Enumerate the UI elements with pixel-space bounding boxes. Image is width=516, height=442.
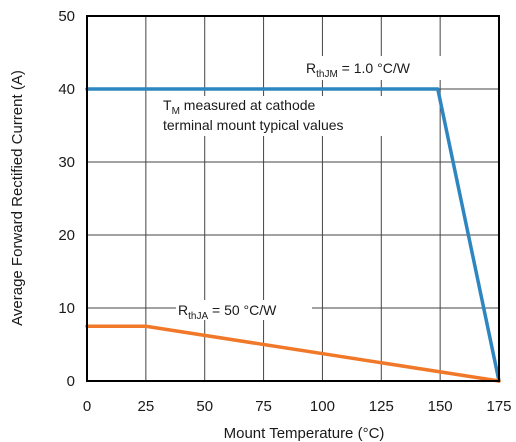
y-tick-label: 0 [67, 373, 75, 390]
x-tick-label: 175 [486, 398, 511, 415]
x-tick-label: 25 [138, 398, 155, 415]
y-tick-label: 40 [58, 81, 75, 98]
y-tick-label: 10 [58, 300, 75, 317]
x-tick-label: 150 [428, 398, 453, 415]
x-tick-label: 100 [310, 398, 335, 415]
x-tick-label: 75 [255, 398, 272, 415]
x-tick-label: 0 [83, 398, 91, 415]
x-tick-label: 50 [196, 398, 213, 415]
x-tick-label: 125 [369, 398, 394, 415]
y-tick-labels: 0 10 20 30 40 50 [58, 8, 75, 390]
x-tick-labels: 0 25 50 75 100 125 150 175 [83, 398, 512, 415]
y-axis-label: Average Forward Rectified Current (A) [9, 70, 26, 326]
y-tick-label: 20 [58, 227, 75, 244]
y-tick-label: 30 [58, 154, 75, 171]
y-tick-label: 50 [58, 8, 75, 25]
annotation-line-2: terminal mount typical values [163, 117, 344, 133]
x-axis-label: Mount Temperature (°C) [224, 425, 385, 442]
series-line-rthja [87, 326, 499, 381]
